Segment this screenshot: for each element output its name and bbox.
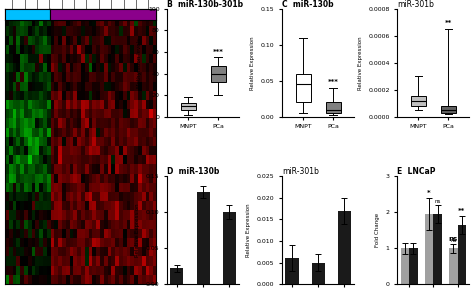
Bar [170,268,183,284]
Bar [197,192,210,284]
PathPatch shape [411,97,426,106]
Y-axis label: Relative Expression: Relative Expression [246,203,251,257]
Y-axis label: Methylation levels: Methylation levels [137,38,142,88]
Text: B  miR-130b-301b: B miR-130b-301b [167,0,243,9]
Text: **: ** [445,20,452,26]
PathPatch shape [181,103,196,110]
Bar [457,225,466,284]
PathPatch shape [296,74,310,102]
Text: D  miR-130b: D miR-130b [167,167,219,176]
Y-axis label: Relative Expression: Relative Expression [135,203,140,257]
Bar [312,262,325,284]
Bar [449,248,457,284]
Text: ns: ns [449,236,458,242]
Text: miR-301b: miR-301b [282,167,319,176]
PathPatch shape [441,106,456,113]
Bar [433,214,442,284]
Bar [338,211,351,284]
Text: ***: *** [213,49,224,55]
Text: ns: ns [434,199,441,204]
Bar [223,212,236,284]
Y-axis label: Fold Change: Fold Change [375,213,380,247]
Y-axis label: Relative Expression: Relative Expression [357,36,363,90]
Bar [425,214,433,284]
Text: C  miR-130b: C miR-130b [282,0,334,9]
Text: E  LNCaP: E LNCaP [397,167,436,176]
Y-axis label: Relative Expression: Relative Expression [250,36,255,90]
Text: miR-301b: miR-301b [397,0,434,9]
Bar [401,248,409,284]
Text: ***: *** [328,79,338,85]
Bar [285,258,299,284]
Text: **: ** [458,208,465,214]
Bar [409,248,418,284]
PathPatch shape [326,102,341,113]
Text: ns: ns [450,238,456,243]
PathPatch shape [210,66,226,82]
Text: *: * [427,190,431,196]
